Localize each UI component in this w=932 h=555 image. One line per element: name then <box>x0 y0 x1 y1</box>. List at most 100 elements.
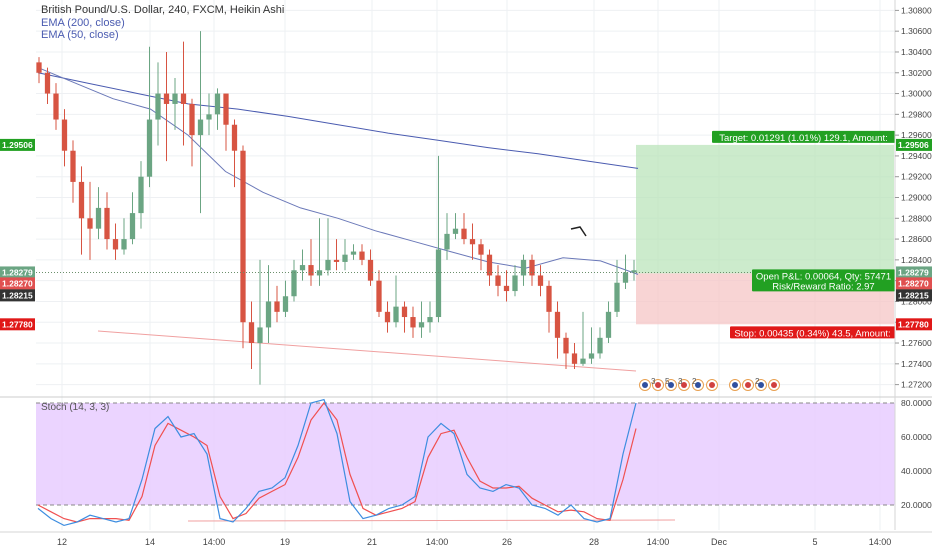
candle <box>478 239 484 271</box>
entry-price-tag-text-right: 1.28270 <box>898 278 929 288</box>
candle-body <box>571 353 578 364</box>
candle <box>469 223 476 260</box>
candle <box>350 244 357 260</box>
candle-body <box>376 280 382 312</box>
candle-body <box>265 301 272 328</box>
entry-price-tag-bg-right <box>896 277 932 290</box>
event-count: 2 <box>755 377 760 386</box>
candle <box>299 249 306 281</box>
stoch-tick-label: 40.0000 <box>901 466 932 476</box>
candle-body <box>87 218 93 229</box>
candle <box>418 301 425 338</box>
price-tick-label: 1.29600 <box>901 130 932 140</box>
candle <box>257 259 263 385</box>
price-tick-label: 1.28400 <box>901 255 932 265</box>
candle-body <box>180 93 187 104</box>
event-badge <box>706 379 718 391</box>
candle <box>588 327 595 364</box>
drawing-mark <box>570 226 587 237</box>
price-tick-label: 1.27400 <box>901 359 932 369</box>
candle <box>605 301 612 344</box>
candle <box>53 83 59 130</box>
candle-body <box>384 311 391 323</box>
ema50-label[interactable]: EMA (50, close) <box>41 29 119 41</box>
stoch-tick-label: 60.0000 <box>901 432 932 442</box>
candle-body <box>121 239 127 250</box>
stop-price-tag-text: 1.27780 <box>2 319 33 329</box>
candle <box>563 332 569 370</box>
candle-body <box>138 176 144 214</box>
candle <box>36 57 42 84</box>
candle-body <box>291 270 297 297</box>
candle <box>529 254 535 286</box>
event-badge <box>692 379 704 391</box>
time-tick-label: 26 <box>502 537 512 547</box>
candle <box>427 301 433 333</box>
price-tick-label: 1.29800 <box>901 109 932 119</box>
candle <box>393 275 399 328</box>
candle-body <box>70 150 76 182</box>
candle-body <box>189 103 195 136</box>
candle <box>197 31 204 214</box>
flag-dot <box>709 382 715 388</box>
candle-body <box>359 251 365 260</box>
stop-price-tag-bg <box>0 318 35 331</box>
candle <box>223 93 229 151</box>
price-tick-label: 1.29200 <box>901 172 932 182</box>
target-zone <box>636 144 894 274</box>
candle <box>325 218 331 276</box>
flag-dot <box>758 382 764 388</box>
candle-body <box>503 285 510 292</box>
candle <box>265 265 272 344</box>
flag-dot <box>732 382 738 388</box>
candle <box>520 254 527 286</box>
pnl-label-text: Open P&L: 0.00064, Qty: 57471 <box>756 271 891 282</box>
candle-body <box>580 358 586 364</box>
candle <box>512 265 518 297</box>
candle <box>537 265 544 297</box>
candle-body <box>44 72 51 94</box>
candle-body <box>155 93 161 120</box>
candle-body <box>520 259 527 276</box>
candle <box>240 145 246 349</box>
flag-dot <box>695 382 701 388</box>
candle <box>452 213 459 240</box>
event-badge <box>665 379 677 391</box>
time-tick-label: 28 <box>589 537 599 547</box>
event-count: 5 <box>665 377 670 386</box>
price-tick-label: 1.29000 <box>901 193 932 203</box>
candle <box>614 259 620 318</box>
stop-label-text: Stop: 0.00435 (0.34%) 43.5, Amount: <box>734 328 890 339</box>
time-tick-label: 14:00 <box>647 537 670 547</box>
candle-body <box>350 251 357 255</box>
candle <box>401 301 408 333</box>
stoch-label[interactable]: Stoch (14, 3, 3) <box>41 402 110 413</box>
candle-body <box>325 259 331 271</box>
candle-body <box>435 249 442 318</box>
event-badge <box>652 379 664 391</box>
candle-body <box>240 150 246 323</box>
ema200-line <box>37 72 639 169</box>
candle-body <box>622 272 629 283</box>
candle <box>359 244 365 266</box>
time-tick-label: 5 <box>812 537 817 547</box>
candle-body <box>308 265 314 276</box>
candle <box>163 51 170 162</box>
flag-dot <box>655 382 661 388</box>
candle-body <box>282 296 289 312</box>
candle-body <box>53 93 59 120</box>
candle <box>44 67 51 104</box>
candle-body <box>605 311 612 338</box>
candle-body <box>333 259 340 262</box>
candle <box>121 218 127 255</box>
current-price-tag-text: 1.28279 <box>2 267 33 277</box>
ema200-label[interactable]: EMA (200, close) <box>41 17 125 29</box>
candle <box>78 166 85 255</box>
candle-body <box>214 93 221 115</box>
price-tick-label: 1.30000 <box>901 89 932 99</box>
event-count: 3 <box>651 377 656 386</box>
candle <box>444 213 450 260</box>
